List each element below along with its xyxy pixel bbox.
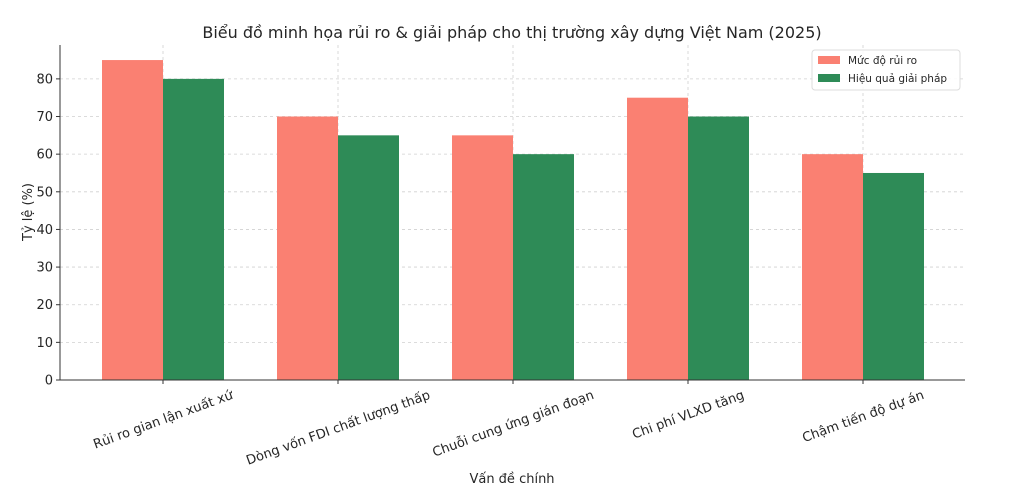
y-ticks: 0 10 20 30 40 50 60 70 80: [36, 72, 60, 389]
y-tick-label: 40: [36, 223, 53, 238]
x-tick-label: Dòng vốn FDI chất lượng thấp: [244, 388, 432, 469]
legend-label-solution: Hiệu quả giải pháp: [848, 73, 947, 85]
legend-label-risk: Mức độ rủi ro: [848, 55, 917, 67]
bar-solution: [338, 135, 399, 380]
chart-title: Biểu đồ minh họa rủi ro & giải pháp cho …: [202, 23, 821, 42]
x-tick-label: Chuỗi cung ứng gián đoạn: [431, 388, 597, 460]
bar-risk: [277, 116, 338, 381]
bar-risk: [452, 135, 513, 380]
x-tick-label: Chậm tiến độ dự án: [800, 388, 926, 446]
y-tick-label: 20: [36, 298, 53, 313]
bar-solution: [513, 154, 574, 380]
y-tick-label: 80: [36, 72, 53, 87]
y-tick-label: 10: [36, 336, 53, 351]
x-tick-label: Chi phí VLXD tăng: [630, 388, 746, 442]
y-tick-label: 70: [36, 110, 53, 125]
x-tick-label: Rủi ro gian lận xuất xứ: [92, 388, 236, 453]
y-tick-label: 30: [36, 261, 53, 276]
y-axis-label: Tỷ lệ (%): [21, 183, 36, 242]
y-tick-label: 60: [36, 148, 53, 163]
bar-risk: [102, 60, 163, 380]
bar-solution: [688, 116, 749, 381]
legend-swatch-risk: [818, 56, 840, 64]
bar-risk: [802, 154, 863, 380]
x-ticks: Rủi ro gian lận xuất xứ Dòng vốn FDI chất…: [92, 380, 926, 469]
legend: Mức độ rủi ro Hiệu quả giải pháp: [811, 49, 961, 91]
legend-swatch-solution: [818, 74, 840, 82]
bar-solution: [163, 78, 224, 380]
legend-box: [811, 49, 961, 91]
bar-solution: [863, 172, 924, 380]
bar-risk: [627, 97, 688, 381]
y-tick-label: 0: [45, 374, 53, 389]
y-tick-label: 50: [36, 185, 53, 200]
bars: [102, 60, 924, 381]
x-axis-label: Vấn đề chính: [469, 472, 554, 487]
